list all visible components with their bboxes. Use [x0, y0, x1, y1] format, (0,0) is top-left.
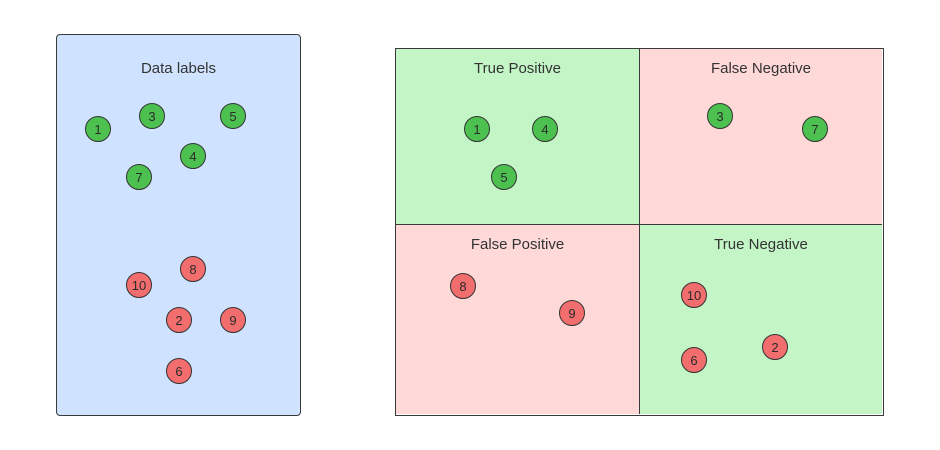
negative-point-2: 2 — [166, 307, 192, 333]
data-labels-title: Data labels — [140, 60, 217, 77]
false-positive-quadrant: False Positive 8 9 — [396, 225, 640, 414]
tp-point-1: 1 — [464, 116, 490, 142]
tp-point-4: 4 — [532, 116, 558, 142]
false-positive-title: False Positive — [470, 236, 565, 253]
negative-point-9: 9 — [220, 307, 246, 333]
tn-point-10: 10 — [681, 282, 707, 308]
negative-point-6: 6 — [166, 358, 192, 384]
negative-point-10: 10 — [126, 272, 152, 298]
true-negative-quadrant: True Negative 10 6 2 — [640, 225, 882, 414]
fn-point-3: 3 — [707, 103, 733, 129]
positive-point-4: 4 — [180, 143, 206, 169]
data-labels-panel: Data labels 1 3 5 4 7 8 10 2 9 6 — [56, 34, 301, 416]
negative-point-8: 8 — [180, 256, 206, 282]
tp-point-5: 5 — [491, 164, 517, 190]
fn-point-7: 7 — [802, 116, 828, 142]
false-negative-quadrant: False Negative 3 7 — [640, 49, 882, 225]
positive-point-1: 1 — [85, 116, 111, 142]
tn-point-6: 6 — [681, 347, 707, 373]
positive-point-7: 7 — [126, 164, 152, 190]
fp-point-8: 8 — [450, 273, 476, 299]
tn-point-2: 2 — [762, 334, 788, 360]
true-positive-quadrant: True Positive 1 4 5 — [396, 49, 640, 225]
positive-point-3: 3 — [139, 103, 165, 129]
fp-point-9: 9 — [559, 300, 585, 326]
positive-point-5: 5 — [220, 103, 246, 129]
confusion-matrix: True Positive 1 4 5 False Negative 3 7 F… — [395, 48, 884, 416]
true-negative-title: True Negative — [714, 236, 808, 253]
false-negative-title: False Negative — [710, 60, 812, 77]
true-positive-title: True Positive — [474, 60, 561, 77]
